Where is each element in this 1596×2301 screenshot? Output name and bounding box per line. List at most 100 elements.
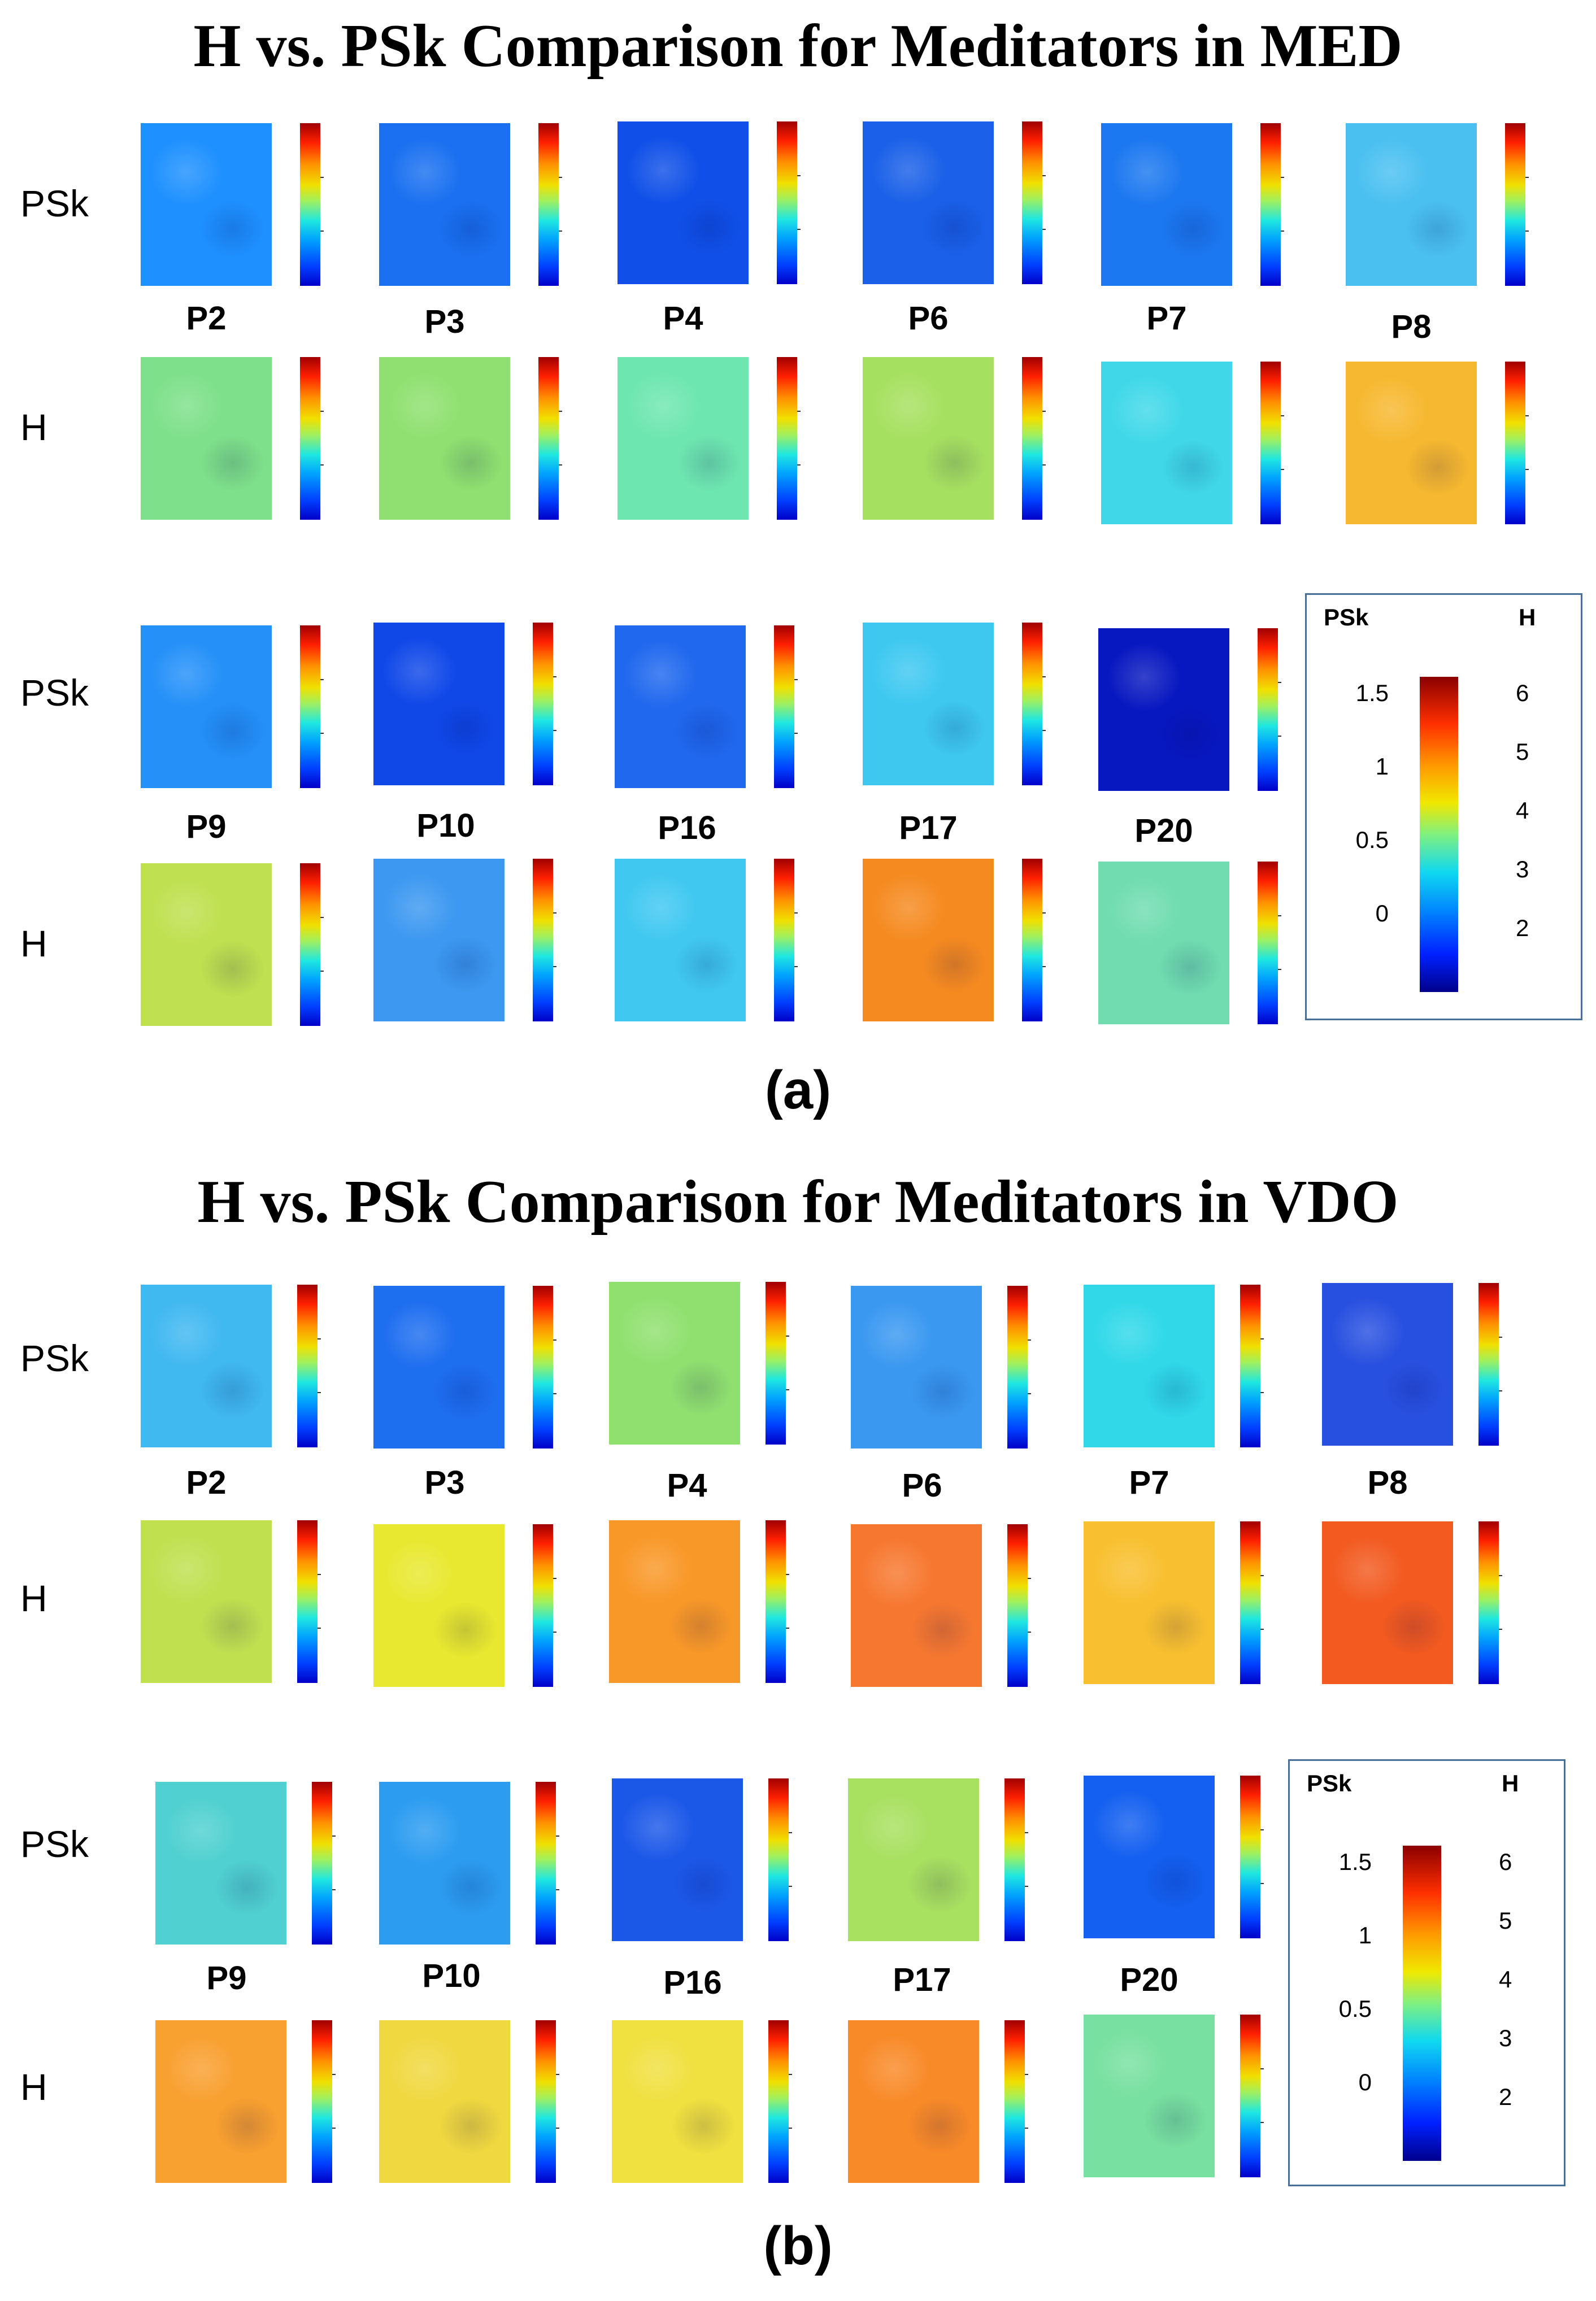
panel-title: H vs. PSk Comparison for Meditators in V… <box>197 1168 1399 1236</box>
heatmap-psk <box>609 1282 740 1445</box>
heatmap-psk <box>615 625 746 788</box>
heatmap-psk <box>1346 123 1477 286</box>
colorbar <box>1258 862 1281 1024</box>
colorbar <box>538 123 562 286</box>
participant-label: P6 <box>902 1467 942 1504</box>
colorbar <box>533 1286 556 1449</box>
heatmap-psk <box>863 623 994 785</box>
legend-tick-psk: 0 <box>1358 2069 1372 2095</box>
colorbar <box>766 1520 789 1683</box>
colorbar <box>533 1524 556 1687</box>
heatmap-h <box>863 859 994 1021</box>
row-label-psk: PSk <box>20 182 89 224</box>
row-label-psk: PSk <box>20 1823 89 1865</box>
legend-tick-psk: 1 <box>1358 1922 1372 1948</box>
heatmap-h <box>373 859 505 1021</box>
legend-tick-h: 2 <box>1516 915 1529 941</box>
colorbar <box>1004 2020 1028 2183</box>
colorbar <box>777 357 801 520</box>
colorbar <box>768 2020 792 2183</box>
colorbar <box>766 1282 789 1445</box>
legend-head-h: H <box>1502 1770 1519 1797</box>
colorbar <box>1240 2015 1264 2177</box>
legend-tick-psk: 0.5 <box>1338 1995 1372 2022</box>
legend-tick-h: 5 <box>1499 1907 1512 1934</box>
legend-colorbar <box>1420 677 1458 992</box>
colorbar <box>300 123 324 286</box>
participant-label: P8 <box>1391 308 1432 345</box>
heatmap-h <box>141 863 272 1026</box>
heatmap-h <box>617 357 749 520</box>
heatmap-psk <box>155 1782 286 1945</box>
colorbar <box>1022 121 1046 284</box>
heatmap-h <box>609 1520 740 1683</box>
heatmap-h <box>863 357 994 520</box>
heatmap-psk <box>141 1285 272 1447</box>
heatmap-psk <box>1098 628 1229 791</box>
panel-a: H vs. PSk Comparison for Meditators in M… <box>0 0 1596 1150</box>
heatmap-psk <box>373 1286 505 1449</box>
heatmap-psk <box>1322 1283 1453 1446</box>
heatmap-psk <box>851 1286 982 1449</box>
heatmap-h <box>155 2020 286 2183</box>
colorscale-legend: PSk H 1.5 1 0.5 0 6 5 4 3 2 <box>1305 593 1582 1020</box>
panel-b: H vs. PSk Comparison for Meditators in V… <box>0 1150 1596 2300</box>
heatmap-psk <box>141 625 272 788</box>
participant-label: P2 <box>186 300 227 337</box>
heatmap-h <box>373 1524 505 1687</box>
heatmap-psk <box>141 123 272 286</box>
legend-head-h: H <box>1519 604 1536 630</box>
heatmap-psk <box>379 123 510 286</box>
heatmap-psk <box>1084 1776 1215 1938</box>
legend-tick-psk: 0 <box>1375 900 1389 927</box>
colorbar <box>300 625 324 788</box>
colorbar <box>536 2020 559 2183</box>
participant-label: P6 <box>908 300 949 337</box>
heatmap-psk <box>379 1782 510 1945</box>
heatmap-h <box>379 357 510 520</box>
heatmap-psk <box>612 1778 743 1941</box>
colorbar <box>300 357 324 520</box>
heatmap-h <box>1084 1521 1215 1684</box>
colorbar <box>312 1782 336 1945</box>
legend-tick-psk: 1.5 <box>1338 1848 1372 1875</box>
legend-tick-h: 3 <box>1499 2025 1512 2051</box>
participant-label: P16 <box>658 810 716 846</box>
heatmap-h <box>615 859 746 1021</box>
colorbar <box>297 1285 321 1447</box>
colorbar <box>1240 1776 1264 1938</box>
colorbar <box>1022 859 1046 1021</box>
legend-tick-h: 5 <box>1516 738 1529 765</box>
legend-tick-h: 6 <box>1516 680 1529 706</box>
colorbar <box>1007 1286 1031 1449</box>
colorbar <box>1004 1778 1028 1941</box>
colorbar <box>533 859 556 1021</box>
row-label-h: H <box>20 1577 47 1619</box>
colorbar <box>1260 123 1284 286</box>
legend-colorbar <box>1403 1846 1441 2161</box>
colorbar <box>774 625 798 788</box>
heatmap-psk <box>848 1778 979 1941</box>
legend-tick-h: 4 <box>1499 1966 1512 1993</box>
colorbar <box>312 2020 336 2183</box>
heatmap-h <box>1098 862 1229 1024</box>
heatmap-h <box>379 2020 510 2183</box>
participant-label: P20 <box>1120 1961 1178 1998</box>
legend-head-psk: PSk <box>1324 604 1369 630</box>
legend-head-psk: PSk <box>1307 1770 1352 1797</box>
participant-label: P7 <box>1129 1464 1169 1501</box>
participant-label: P9 <box>186 808 227 845</box>
colorbar <box>777 121 801 284</box>
colorbar <box>1260 362 1284 524</box>
heatmap-h <box>851 1524 982 1687</box>
participant-label: P17 <box>893 1961 951 1998</box>
panel-caption: (a) <box>764 1060 832 1120</box>
colorbar <box>536 1782 559 1945</box>
colorbar <box>1007 1524 1031 1687</box>
heatmap-psk <box>1084 1285 1215 1447</box>
colorbar <box>774 859 798 1021</box>
colorbar <box>1478 1521 1502 1684</box>
participant-label: P4 <box>663 300 703 337</box>
participant-label: P17 <box>899 810 958 846</box>
colorbar <box>1022 357 1046 520</box>
